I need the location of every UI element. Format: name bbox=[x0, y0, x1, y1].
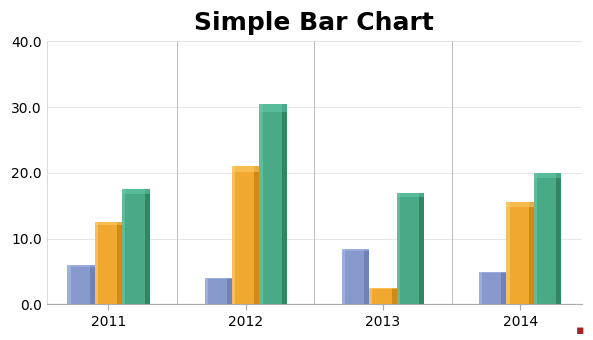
Bar bbox=[397, 192, 400, 305]
Bar bbox=[529, 202, 534, 305]
Bar bbox=[68, 265, 95, 267]
Bar bbox=[227, 278, 232, 305]
Bar bbox=[369, 288, 397, 289]
Bar bbox=[232, 166, 259, 305]
Bar bbox=[397, 192, 424, 305]
Bar bbox=[145, 189, 149, 305]
Bar bbox=[479, 272, 506, 305]
Bar bbox=[342, 249, 345, 305]
Bar bbox=[282, 104, 287, 305]
Bar bbox=[506, 202, 510, 305]
Bar bbox=[369, 288, 397, 305]
Bar bbox=[122, 189, 149, 194]
Bar bbox=[259, 104, 287, 305]
Bar bbox=[506, 202, 534, 305]
Bar bbox=[534, 173, 537, 305]
Bar bbox=[397, 192, 424, 197]
Bar bbox=[392, 288, 397, 305]
Bar bbox=[205, 278, 208, 305]
Text: ▪: ▪ bbox=[576, 324, 584, 337]
Bar bbox=[342, 249, 369, 305]
Bar bbox=[232, 166, 259, 172]
Bar bbox=[254, 166, 259, 305]
Bar bbox=[205, 278, 232, 305]
Bar bbox=[122, 189, 149, 305]
Bar bbox=[68, 265, 95, 305]
Bar bbox=[534, 173, 562, 178]
Bar bbox=[502, 272, 506, 305]
Title: Simple Bar Chart: Simple Bar Chart bbox=[195, 11, 434, 35]
Bar bbox=[95, 222, 122, 225]
Bar bbox=[90, 265, 95, 305]
Bar bbox=[122, 189, 126, 305]
Bar bbox=[232, 166, 235, 305]
Bar bbox=[369, 288, 372, 305]
Bar bbox=[117, 222, 122, 305]
Bar bbox=[364, 249, 369, 305]
Bar bbox=[259, 104, 263, 305]
Bar bbox=[479, 272, 506, 273]
Bar bbox=[95, 222, 98, 305]
Bar bbox=[342, 249, 369, 251]
Bar bbox=[259, 104, 287, 112]
Bar bbox=[68, 265, 71, 305]
Bar bbox=[479, 272, 482, 305]
Bar bbox=[556, 173, 562, 305]
Bar bbox=[419, 192, 424, 305]
Bar bbox=[534, 173, 562, 305]
Bar bbox=[205, 278, 232, 279]
Bar bbox=[506, 202, 534, 206]
Bar bbox=[95, 222, 122, 305]
